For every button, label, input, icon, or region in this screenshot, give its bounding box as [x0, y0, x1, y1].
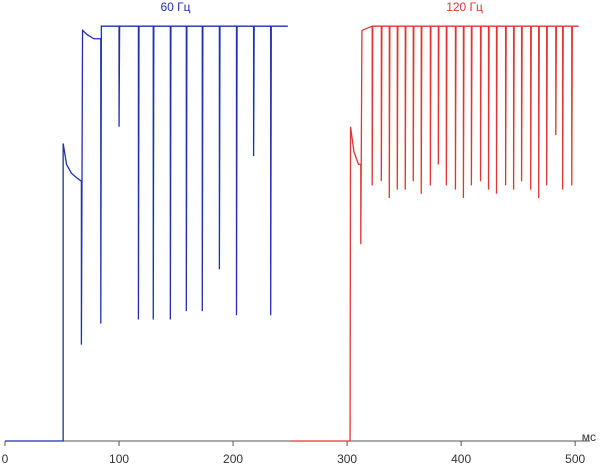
x-tick-label: 100 [109, 452, 129, 466]
series-label: 120 Гц [446, 0, 483, 14]
series-line [5, 25, 288, 442]
series-label: 60 Гц [160, 0, 190, 14]
x-tick-label: 200 [223, 452, 243, 466]
x-tick-label: 400 [451, 452, 471, 466]
x-tick-label: 300 [337, 452, 357, 466]
x-tick-label: 500 [565, 452, 585, 466]
series-line [290, 25, 579, 442]
x-axis-label: мс [582, 430, 596, 444]
x-tick-label: 0 [2, 452, 9, 466]
